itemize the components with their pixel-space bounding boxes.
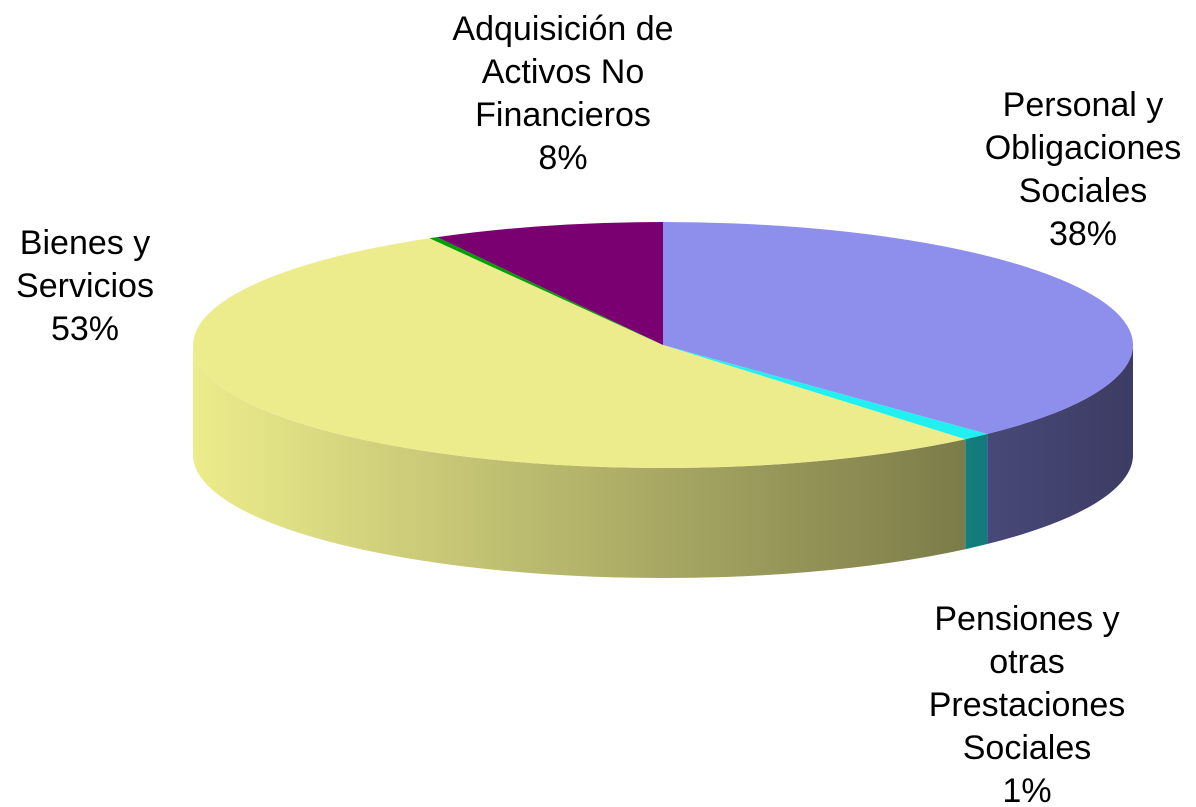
category-name: Bienes y Servicios — [16, 224, 154, 305]
category-name: Adquisición de Activos No Financieros — [452, 10, 674, 134]
slice-label: Personal y Obligaciones Sociales 38% — [968, 84, 1196, 256]
value-label: 1% — [1002, 772, 1052, 807]
value-label: 8% — [538, 139, 588, 177]
slice-side-shade — [987, 345, 1133, 545]
category-name: Personal y Obligaciones Sociales — [984, 86, 1182, 210]
slice-label: Pensiones y otras Prestaciones Sociales 1… — [907, 598, 1147, 807]
slice-label: Adquisición de Activos No Financieros 8% — [418, 8, 708, 180]
slice — [429, 237, 663, 345]
slice — [437, 222, 663, 345]
slice-side-shade — [193, 345, 966, 579]
value-label: 53% — [50, 310, 120, 348]
slice-label: Bienes y Servicios 53% — [0, 222, 173, 351]
slice — [663, 345, 988, 440]
slice — [663, 222, 1134, 435]
category-name: Pensiones y otras Prestaciones Sociales — [928, 600, 1126, 767]
slice-side-shade — [965, 434, 988, 550]
value-label: 38% — [1048, 215, 1118, 253]
slice — [193, 238, 966, 468]
